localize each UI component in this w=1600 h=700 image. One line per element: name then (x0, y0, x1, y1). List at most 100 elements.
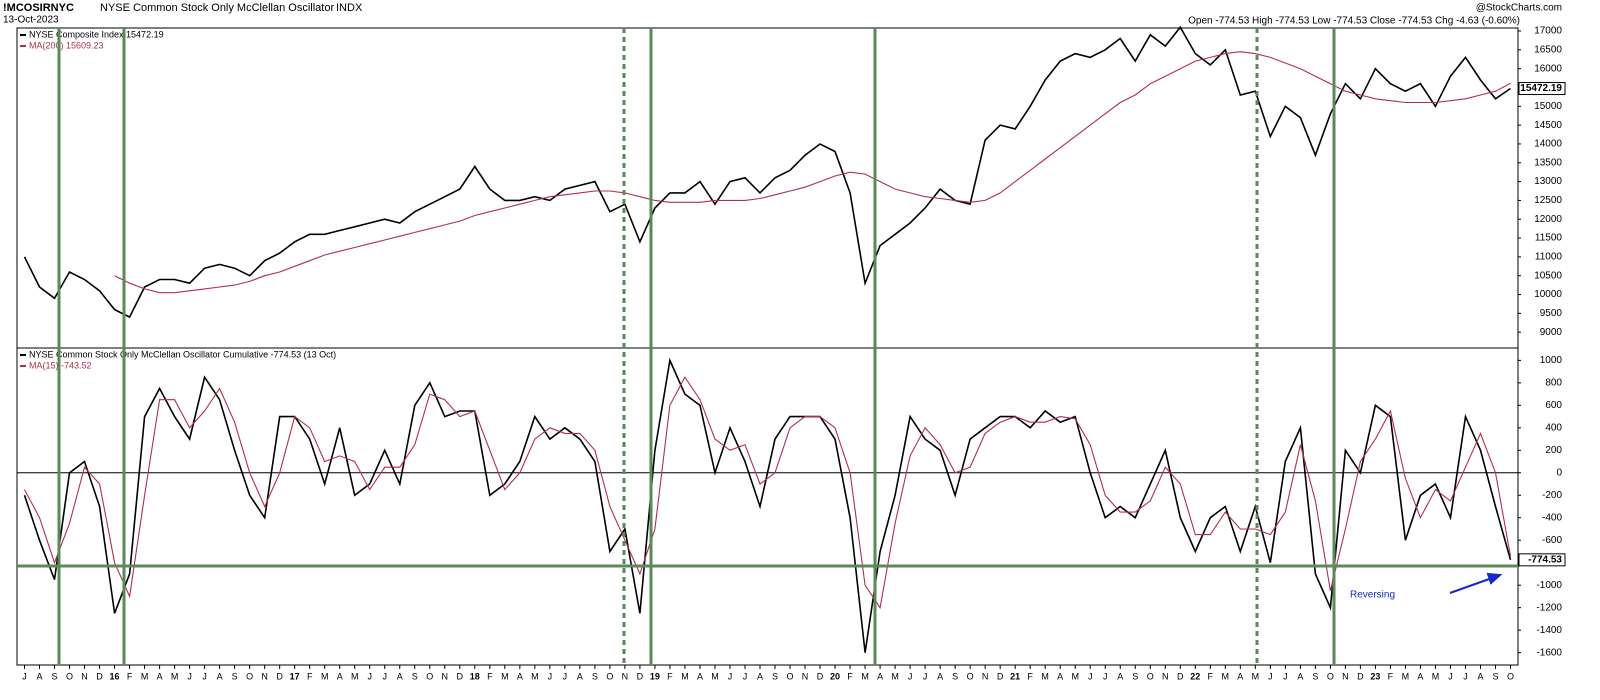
x-tick-label: N (802, 671, 809, 681)
x-tick-label: S (1312, 671, 1318, 681)
date: 13-Oct-2023 (3, 15, 59, 26)
y-tick-label: 16500 (1534, 44, 1562, 55)
x-tick-label: M (531, 671, 539, 681)
x-tick-label: N (81, 671, 88, 681)
x-tick-label: D (637, 671, 644, 681)
x-tick-label: J (382, 671, 387, 681)
y-tick-label: 16000 (1534, 63, 1562, 74)
series-line (24, 376, 1512, 610)
x-tick-label: J (1448, 671, 1453, 681)
x-tick-label: M (1222, 671, 1230, 681)
x-tick-label: F (1027, 671, 1033, 681)
x-tick-label: F (307, 671, 313, 681)
x-tick-label: M (1432, 671, 1440, 681)
x-tick-label: O (1507, 671, 1514, 681)
y-tick-label: 9000 (1540, 327, 1563, 338)
x-tick-label: A (517, 671, 523, 681)
x-tick-label: N (622, 671, 629, 681)
x-tick-label: 21 (1010, 671, 1020, 681)
y-tick-label: 10500 (1534, 270, 1562, 281)
x-tick-label: 20 (830, 671, 840, 681)
y-tick-label: -1200 (1536, 602, 1562, 613)
y-tick-label: -200 (1542, 490, 1562, 501)
x-tick-label: M (861, 671, 869, 681)
x-tick-label: O (606, 671, 613, 681)
y-tick-label: 9500 (1540, 308, 1563, 319)
x-tick-label: S (52, 671, 58, 681)
annotation: Reversing (1350, 590, 1395, 601)
x-tick-label: F (847, 671, 853, 681)
y-tick-label: 12500 (1534, 195, 1562, 206)
x-tick-label: J (202, 671, 207, 681)
y-tick-label: 200 (1545, 445, 1562, 456)
last-value-label: 15472.19 (1520, 83, 1562, 94)
x-tick-label: A (217, 671, 223, 681)
y-tick-label: 10000 (1534, 289, 1562, 300)
x-tick-label: M (891, 671, 899, 681)
y-tick-label: -400 (1542, 512, 1562, 523)
x-tick-label: 16 (110, 671, 120, 681)
x-tick-label: D (96, 671, 103, 681)
y-tick-label: -1600 (1536, 647, 1562, 658)
x-tick-label: A (757, 671, 763, 681)
x-tick-label: A (697, 671, 703, 681)
quote: Open -774.53 High -774.53 Low -774.53 Cl… (1188, 16, 1520, 27)
x-tick-label: J (743, 671, 748, 681)
legend-label: NYSE Composite Index 15472.19 (29, 29, 164, 39)
x-tick-label: O (426, 671, 433, 681)
x-tick-label: J (1283, 671, 1288, 681)
x-tick-label: N (982, 671, 989, 681)
x-tick-label: A (37, 671, 43, 681)
x-tick-label: F (1208, 671, 1214, 681)
x-tick-label: A (1297, 671, 1303, 681)
series-line (114, 51, 1511, 294)
x-tick-label: A (337, 671, 343, 681)
x-tick-label: A (1417, 671, 1423, 681)
y-tick-label: 1000 (1540, 355, 1563, 366)
x-tick-label: M (1402, 671, 1410, 681)
x-tick-label: M (501, 671, 509, 681)
x-tick-label: M (351, 671, 359, 681)
x-tick-label: S (412, 671, 418, 681)
last-value-box (1518, 553, 1566, 567)
source: @StockCharts.com (1476, 3, 1562, 14)
x-tick-label: D (997, 671, 1004, 681)
x-tick-label: O (1327, 671, 1334, 681)
last-value-box (1518, 82, 1566, 96)
x-tick-label: N (1162, 671, 1169, 681)
y-tick-label: 13000 (1534, 176, 1562, 187)
x-tick-label: A (577, 671, 583, 681)
y-tick-label: 800 (1545, 377, 1562, 388)
y-tick-label: 11000 (1535, 252, 1563, 263)
x-tick-label: 17 (290, 671, 300, 681)
x-tick-label: J (548, 671, 553, 681)
x-tick-label: 19 (650, 671, 660, 681)
y-tick-label: 14000 (1534, 139, 1562, 150)
x-tick-label: M (171, 671, 179, 681)
x-tick-label: S (1132, 671, 1138, 681)
y-tick-label: 11500 (1535, 233, 1563, 244)
x-tick-label: A (1237, 671, 1243, 681)
x-tick-label: J (1463, 671, 1468, 681)
x-tick-label: O (246, 671, 253, 681)
y-tick-label: 600 (1545, 400, 1562, 411)
x-tick-label: O (787, 671, 794, 681)
oscillator-panel (16, 347, 1519, 666)
x-tick-label: J (563, 671, 568, 681)
x-tick-label: D (817, 671, 824, 681)
annotation-arrow (1449, 572, 1503, 594)
price-panel (16, 27, 1519, 349)
x-tick-label: M (1041, 671, 1049, 681)
y-tick-label: -1000 (1536, 580, 1562, 591)
x-tick-label: A (1117, 671, 1123, 681)
x-tick-label: S (772, 671, 778, 681)
y-tick-label: 15000 (1534, 101, 1562, 112)
x-tick-label: S (592, 671, 598, 681)
x-tick-label: A (397, 671, 403, 681)
x-tick-label: M (321, 671, 329, 681)
last-value-label: -774.53 (1528, 554, 1562, 565)
x-tick-label: J (22, 671, 27, 681)
y-tick-label: 0 (1556, 467, 1562, 478)
x-tick-label: A (1477, 671, 1483, 681)
